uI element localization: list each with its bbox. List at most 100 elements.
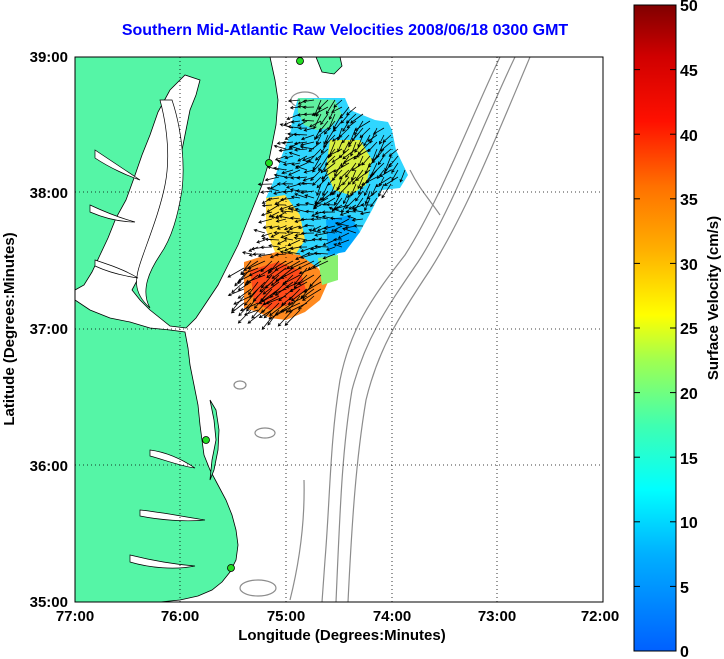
velocity-arrow xyxy=(321,169,336,180)
velocity-arrow xyxy=(296,175,308,180)
velocity-arrow xyxy=(276,225,287,230)
velocity-arrow xyxy=(383,176,399,186)
velocity-arrow xyxy=(331,155,343,163)
velocity-arrow xyxy=(342,190,350,205)
colorbar-tick-label: 25 xyxy=(680,321,698,338)
velocity-arrow xyxy=(275,218,287,223)
x-tick-label: 74:00 xyxy=(373,608,411,625)
y-tick-label: 38:00 xyxy=(30,185,68,202)
velocity-arrow xyxy=(320,113,329,126)
colorbar-tick-label: 15 xyxy=(680,451,698,468)
velocity-arrow xyxy=(310,217,322,222)
velocity-arrow xyxy=(298,126,308,131)
velocity-arrow xyxy=(376,169,385,179)
velocity-arrow xyxy=(285,183,301,189)
velocity-arrow xyxy=(291,288,308,302)
velocity-arrow xyxy=(342,155,357,164)
velocity-arrow xyxy=(363,134,371,147)
velocity-arrow xyxy=(302,105,315,110)
velocity-arrow xyxy=(364,183,371,197)
velocity-arrow xyxy=(323,162,336,173)
x-axis: 77:00 76:00 75:00 74:00 73:00 72:00 Long… xyxy=(56,608,619,644)
velocity-arrow xyxy=(297,225,308,230)
velocity-arrow xyxy=(346,190,357,198)
velocity-arrow xyxy=(270,274,287,286)
velocity-arrow xyxy=(300,181,315,186)
velocity-arrow xyxy=(295,189,308,193)
velocity-arrow xyxy=(291,162,301,166)
velocity-arrow xyxy=(341,134,350,144)
velocity-arrow xyxy=(273,166,287,171)
velocity-arrow xyxy=(342,141,350,154)
velocity-arrow xyxy=(273,230,287,235)
velocity-arrow xyxy=(309,120,322,128)
velocity-arrow xyxy=(355,148,371,158)
velocity-arrow xyxy=(302,155,315,162)
velocity-arrow xyxy=(350,141,357,157)
velocity-arrow xyxy=(367,134,378,142)
x-axis-title: Longitude (Degrees:Minutes) xyxy=(238,627,446,644)
colorbar-gradient xyxy=(633,4,677,652)
velocity-arrow xyxy=(258,218,273,224)
velocity-arrow xyxy=(372,127,385,135)
velocity-arrow xyxy=(313,113,322,130)
velocity-arrow xyxy=(304,223,315,228)
velocity-arrow xyxy=(342,120,350,132)
velocity-arrow xyxy=(333,99,343,108)
colorbar-tick-label: 20 xyxy=(680,386,698,403)
velocity-vectors xyxy=(227,99,406,330)
velocity-arrow xyxy=(243,309,259,316)
velocity-arrow xyxy=(264,274,280,289)
velocity-arrow xyxy=(279,250,294,255)
velocity-arrow xyxy=(323,225,336,230)
velocity-arrow xyxy=(275,211,287,218)
velocity-arrow xyxy=(391,162,399,174)
velocity-arrow xyxy=(351,162,364,171)
velocity-arrow xyxy=(370,197,378,208)
velocity-arrow xyxy=(314,232,329,237)
velocity-arrow xyxy=(312,176,322,186)
velocity-arrow xyxy=(379,134,385,145)
velocity-arrow xyxy=(253,228,266,234)
velocity-arrow xyxy=(287,239,301,247)
velocity-arrow xyxy=(315,134,322,145)
velocity-arrow xyxy=(237,281,252,291)
velocity-arrow xyxy=(328,106,336,121)
colorbar: 50 45 40 35 30 25 20 15 10 5 0 Surface V… xyxy=(633,0,722,659)
velocity-arrow xyxy=(295,165,308,171)
velocity-arrow xyxy=(238,302,252,317)
velocity-arrow xyxy=(246,295,259,312)
velocity-arrow xyxy=(328,206,343,213)
colorbar-tick-label: 40 xyxy=(680,128,698,145)
velocity-arrow xyxy=(314,148,329,161)
velocity-arrow xyxy=(324,155,336,166)
velocity-arrow xyxy=(329,216,343,221)
colorbar-tick-label: 45 xyxy=(680,63,698,80)
velocity-arrow xyxy=(333,243,343,248)
velocity-arrow xyxy=(308,228,322,234)
velocity-arrow xyxy=(279,204,294,211)
velocity-arrow xyxy=(284,309,301,326)
velocity-arrow xyxy=(333,113,343,130)
station-marker xyxy=(202,436,210,444)
velocity-arrow xyxy=(309,246,322,251)
velocity-arrow xyxy=(268,225,280,230)
velocity-arrow xyxy=(288,225,301,231)
velocity-arrow xyxy=(227,288,245,297)
velocity-arrow xyxy=(275,203,287,207)
velocity-arrow xyxy=(300,253,315,259)
velocity-arrow xyxy=(303,127,315,132)
velocity-arrow xyxy=(280,232,294,239)
velocity-arrow xyxy=(261,316,273,330)
colorbar-tick-label: 5 xyxy=(680,580,689,597)
velocity-arrow xyxy=(345,162,357,178)
velocity-arrow xyxy=(305,160,315,164)
velocity-arrow xyxy=(264,237,280,242)
velocity-arrow xyxy=(286,260,301,270)
station-marker xyxy=(265,159,273,167)
velocity-arrow xyxy=(272,288,287,295)
station-marker xyxy=(227,564,235,572)
velocity-arrow xyxy=(281,182,294,186)
y-tick-label: 35:00 xyxy=(30,594,68,611)
